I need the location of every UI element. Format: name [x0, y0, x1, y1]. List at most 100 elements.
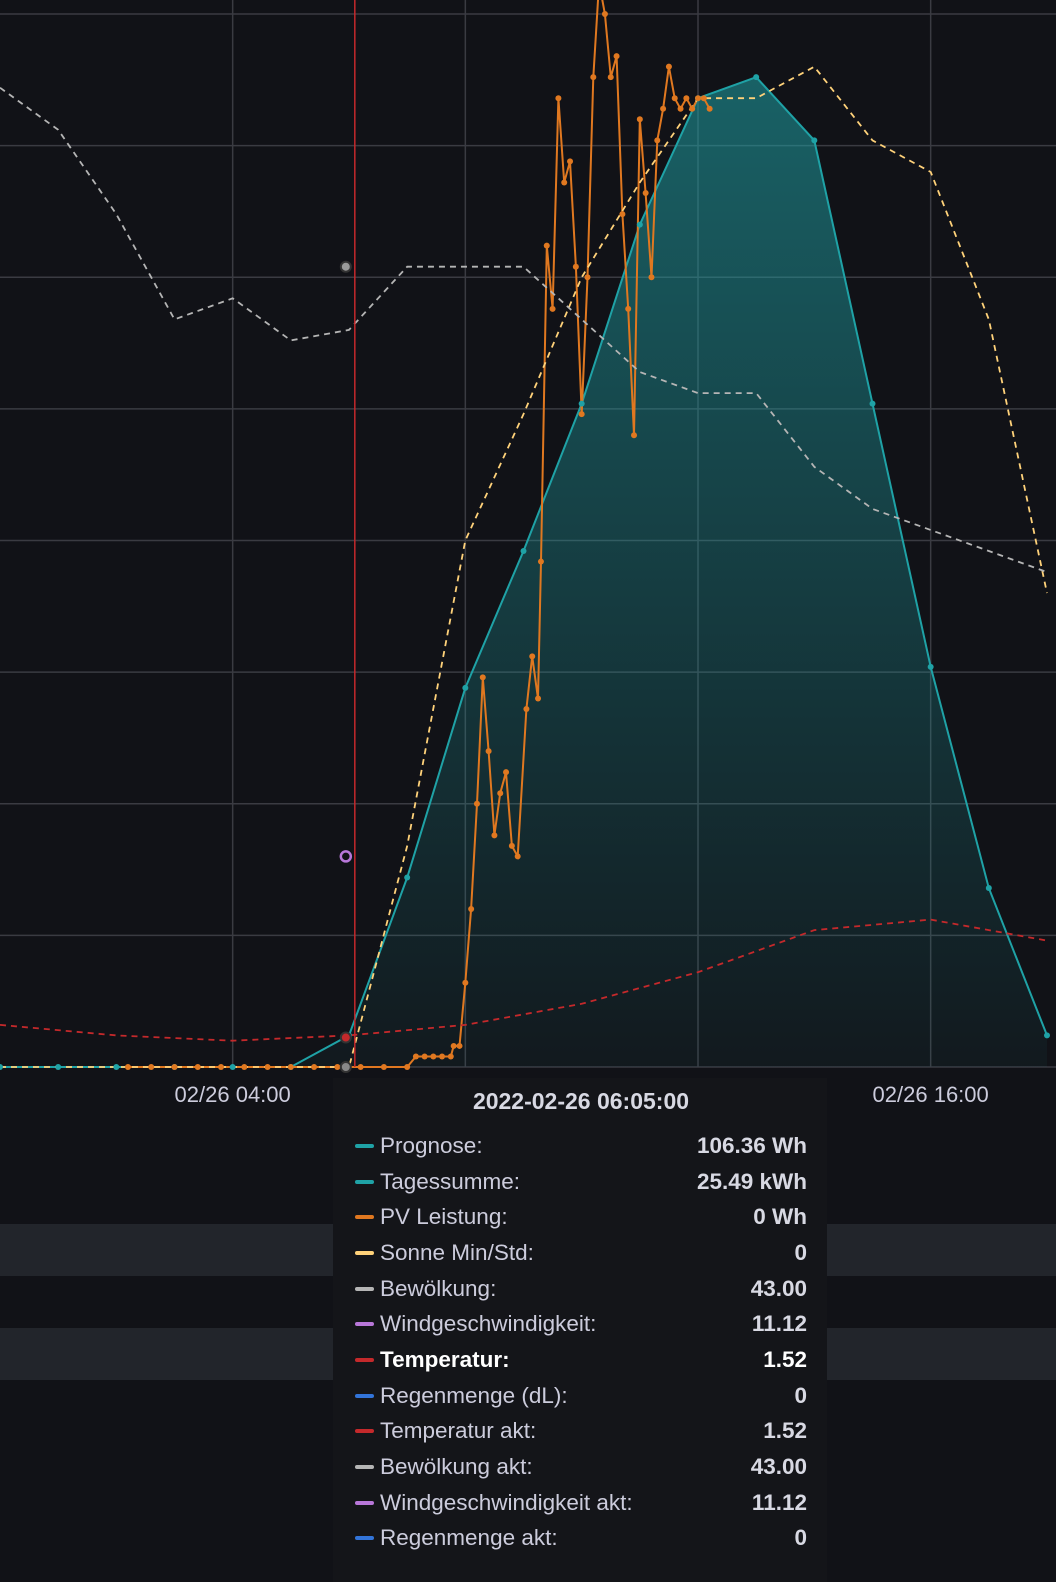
data-point-prognose: [985, 884, 992, 891]
x-axis-ticks: 02/26 04:00 02/26 16:00: [175, 1082, 989, 1107]
data-point-pv-leistung: [171, 1064, 178, 1070]
data-point-pv-leistung: [462, 979, 469, 986]
data-point-pv-leistung: [404, 1064, 411, 1070]
tooltip-title: 2022-02-26 06:05:00: [472, 1088, 690, 1114]
legend-swatch: [355, 1286, 374, 1291]
data-point-pv-leistung: [447, 1053, 454, 1060]
series-fills: [0, 77, 1047, 1067]
data-point-pv-leistung: [430, 1053, 437, 1060]
x-tick-label: 02/26 16:00: [873, 1082, 989, 1107]
tooltip-series-name: Temperatur akt:: [380, 1418, 537, 1444]
hover-markers: [339, 260, 353, 1073]
data-point-pv-leistung: [439, 1053, 446, 1060]
legend-swatch: [355, 1143, 374, 1148]
data-point-pv-leistung: [648, 274, 655, 281]
tooltip-row: Tagessumme: 25.49 kWh: [355, 1164, 807, 1200]
legend-swatch: [355, 1250, 374, 1255]
tooltip-series-name: Windgeschwindigkeit akt:: [380, 1489, 633, 1515]
tooltip-series-name: Windgeschwindigkeit:: [380, 1311, 597, 1337]
tooltip-series-value: 0 Wh: [753, 1204, 807, 1230]
data-point-pv-leistung: [380, 1064, 387, 1070]
tooltip-row: Sonne Min/Std: 0: [355, 1235, 807, 1271]
data-point-pv-leistung: [660, 105, 667, 112]
data-point-prognose: [520, 548, 527, 555]
data-point-pv-leistung: [148, 1064, 155, 1070]
tooltip-row: Temperatur: 1.52: [355, 1342, 807, 1378]
data-point-pv-leistung: [642, 190, 649, 197]
hover-tooltip: 2022-02-26 06:05:00 Prognose: 106.36 Wh Ta…: [333, 1078, 827, 1582]
data-point-pv-leistung: [601, 11, 608, 17]
data-point-pv-leistung: [503, 769, 510, 776]
data-point-pv-leistung: [584, 274, 591, 281]
data-point-pv-leistung: [683, 95, 690, 102]
data-point-pv-leistung: [241, 1064, 248, 1070]
data-point-pv-leistung: [218, 1064, 225, 1070]
data-point-pv-leistung: [537, 558, 544, 565]
data-point-pv-leistung: [485, 748, 492, 755]
data-point-pv-leistung: [456, 1042, 463, 1049]
data-point-pv-leistung: [412, 1053, 419, 1060]
data-point-pv-leistung: [613, 53, 620, 60]
tooltip-series-value: 11.12: [751, 1311, 807, 1337]
data-point-pv-leistung: [479, 674, 486, 681]
data-point-pv-leistung: [334, 1064, 341, 1070]
data-point-pv-leistung: [508, 842, 515, 849]
tooltip-row: PV Leistung: 0 Wh: [355, 1199, 807, 1235]
data-point-prognose: [462, 684, 469, 691]
tooltip-series-name: Prognose:: [380, 1132, 483, 1158]
data-point-pv-leistung: [468, 906, 475, 913]
tooltip-series-name: PV Leistung:: [380, 1204, 508, 1230]
data-point-pv-leistung: [619, 211, 626, 218]
data-point-prognose: [113, 1064, 120, 1070]
data-point-pv-leistung: [677, 105, 684, 112]
tooltip-series-value: 43.00: [750, 1275, 807, 1301]
data-point-pv-leistung: [590, 74, 597, 81]
hover-marker-windgeschwindigkeit: [339, 850, 353, 863]
data-point-pv-leistung: [578, 411, 585, 418]
series-points: [0, 11, 1050, 1070]
data-point-pv-leistung: [514, 853, 521, 860]
data-point-prognose: [1044, 1032, 1050, 1039]
legend-swatch: [355, 1429, 374, 1434]
data-point-prognose: [811, 137, 818, 144]
tooltip-row: Prognose: 106.36 Wh: [355, 1128, 807, 1164]
hover-marker-pv-leistung: [339, 1061, 352, 1073]
tooltip-row: Bewölkung: 43.00: [355, 1271, 807, 1307]
tooltip-series-name: Temperatur:: [380, 1346, 510, 1372]
data-point-pv-leistung: [497, 790, 504, 797]
data-point-prognose: [55, 1064, 62, 1070]
data-point-pv-leistung: [523, 705, 530, 712]
data-point-pv-leistung: [311, 1064, 318, 1070]
legend-swatch: [355, 1322, 374, 1327]
tooltip-row: Bewölkung akt: 43.00: [355, 1449, 807, 1485]
data-point-pv-leistung: [194, 1064, 201, 1070]
data-point-pv-leistung: [607, 74, 614, 81]
tooltip-series-name: Tagessumme:: [380, 1168, 521, 1194]
data-point-pv-leistung: [572, 263, 579, 270]
data-point-pv-leistung: [549, 305, 556, 312]
tooltip-series-name: Bewölkung akt:: [380, 1454, 533, 1480]
data-point-pv-leistung: [700, 95, 707, 102]
data-point-pv-leistung: [555, 95, 562, 102]
hover-marker-temperatur: [339, 1031, 352, 1044]
legend-swatch: [355, 1357, 374, 1362]
data-point-pv-leistung: [695, 95, 701, 102]
data-point-prognose: [753, 74, 760, 81]
tooltip-series-value: 25.49 kWh: [696, 1168, 807, 1194]
tooltip-series-value: 0: [794, 1525, 807, 1551]
data-point-pv-leistung: [636, 116, 643, 123]
data-point-prognose: [636, 221, 643, 228]
data-point-prognose: [927, 663, 934, 670]
tooltip-series-value: 0: [794, 1239, 807, 1265]
data-point-pv-leistung: [706, 105, 713, 112]
tooltip-series-name: Regenmenge (dL):: [380, 1382, 568, 1408]
data-point-pv-leistung: [264, 1064, 271, 1070]
tooltip-row: Temperatur akt: 1.52: [355, 1414, 807, 1450]
data-point-pv-leistung: [491, 832, 498, 839]
data-point-pv-leistung: [625, 305, 632, 312]
data-point-pv-leistung: [473, 800, 480, 807]
data-point-pv-leistung: [671, 95, 678, 102]
tooltip-series-value: 0: [794, 1382, 807, 1408]
tooltip-series-name: Bewölkung:: [380, 1275, 497, 1301]
